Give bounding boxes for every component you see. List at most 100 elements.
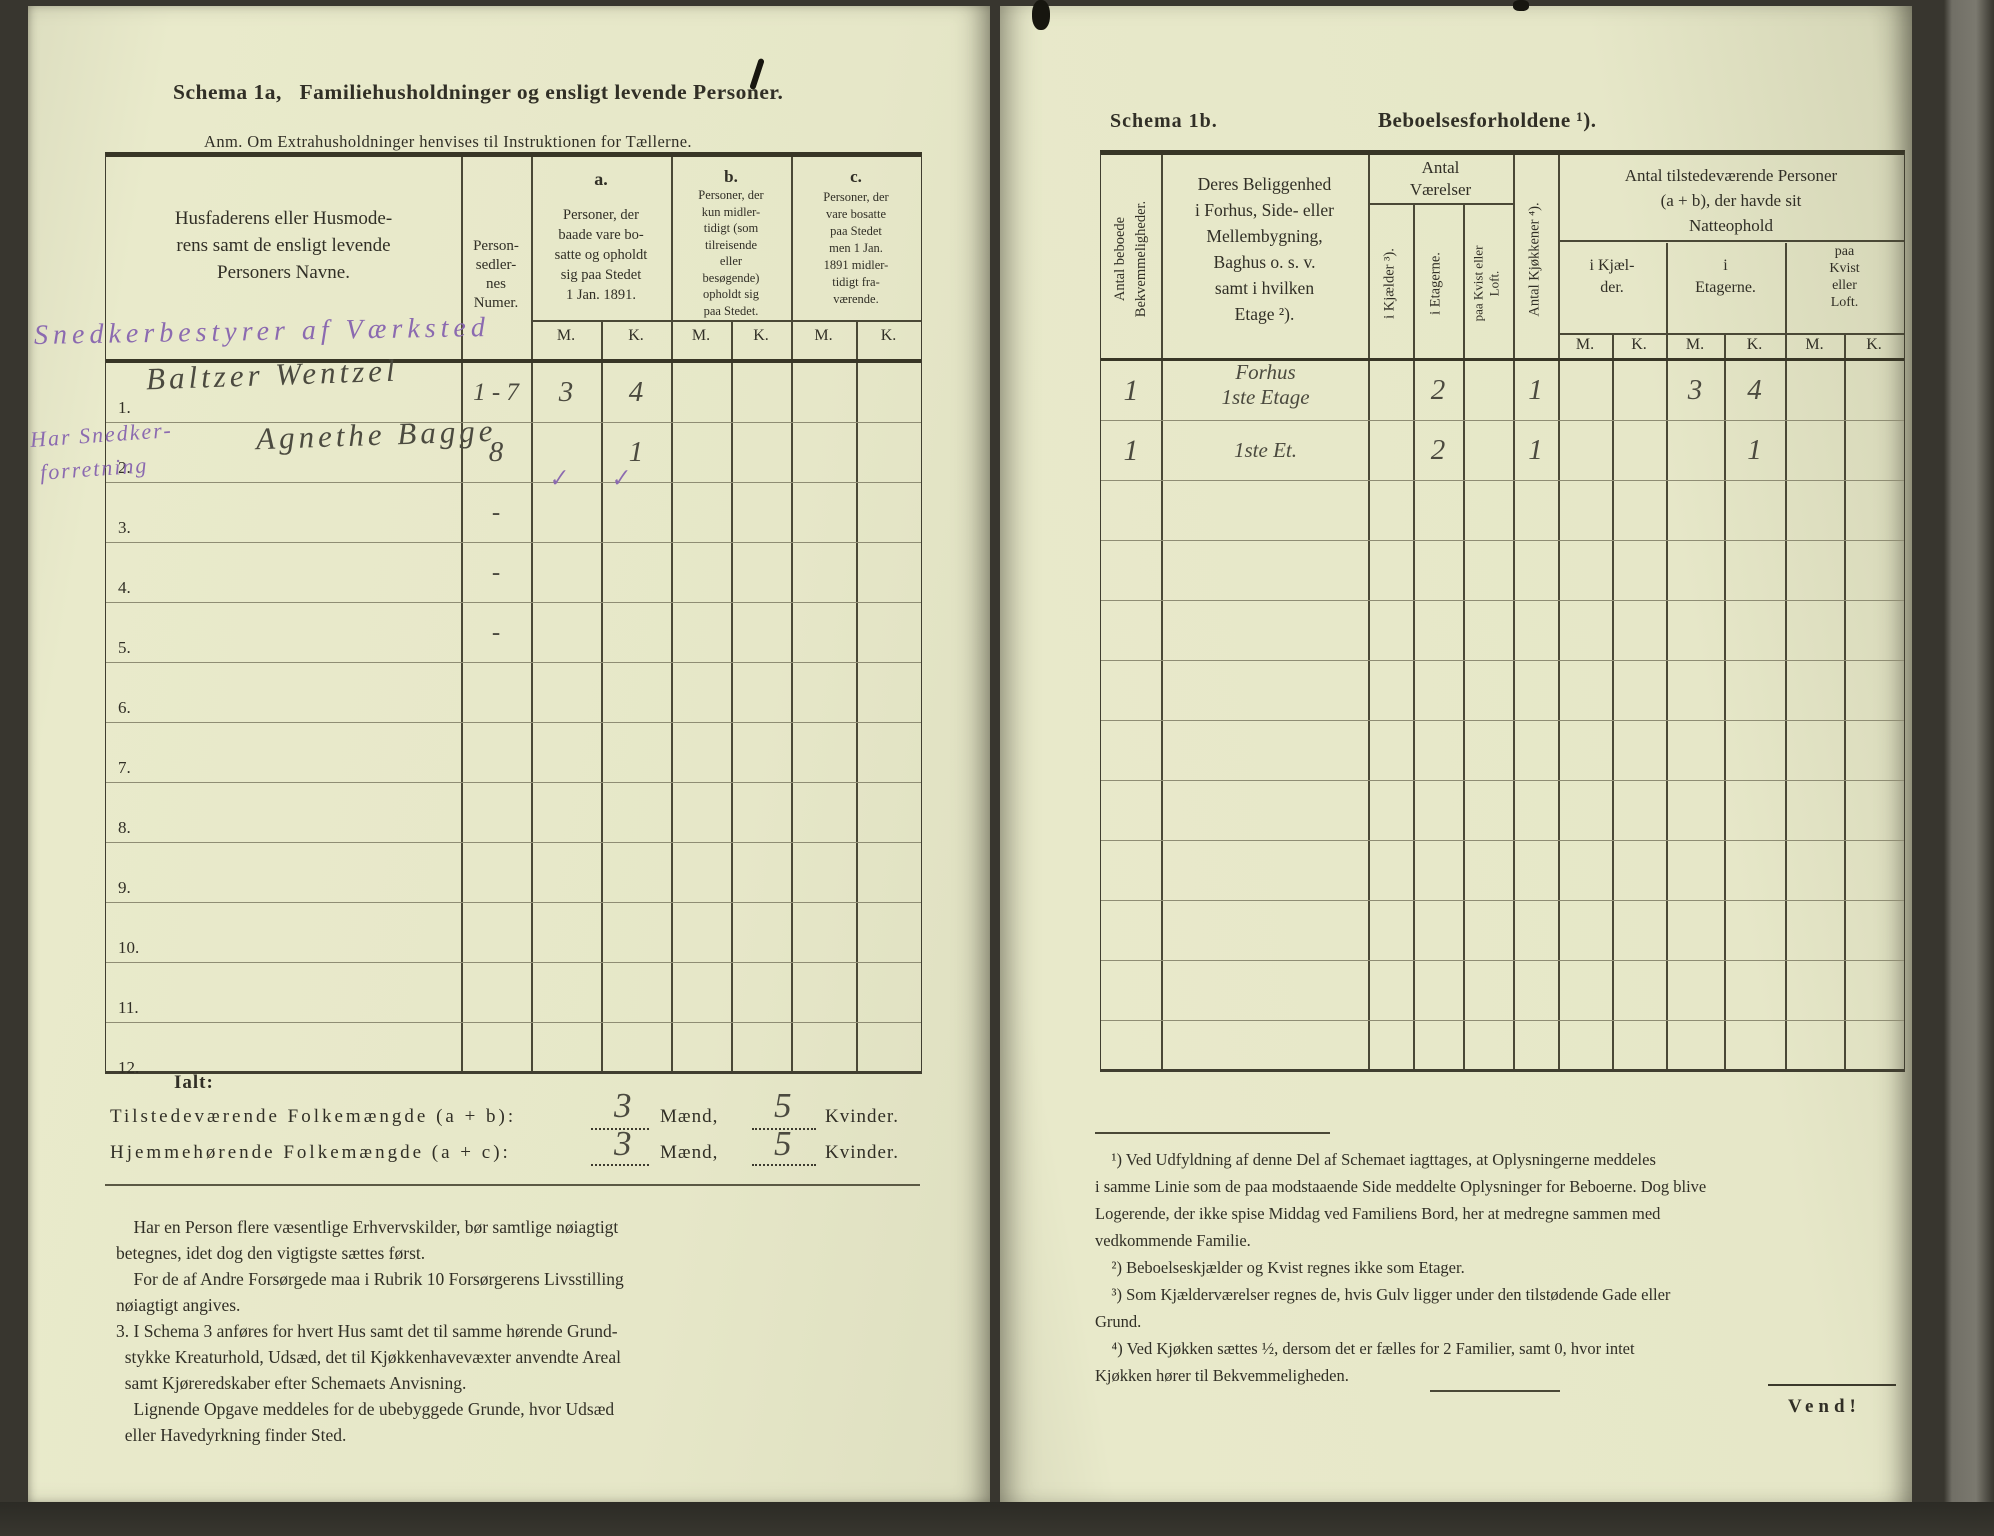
header-m: M. xyxy=(691,327,711,344)
table-line xyxy=(461,157,463,1071)
table-row: 5. - xyxy=(106,603,921,663)
household-table: Husfaderens eller Husmode- rens samt de … xyxy=(105,152,922,1077)
table-line xyxy=(1413,203,1415,1069)
table-line xyxy=(1368,155,1370,1069)
row-number: 9. xyxy=(118,878,131,897)
table-row: 10. xyxy=(106,903,921,963)
table-row xyxy=(1101,661,1904,721)
table-row: 1. Baltzer Wentzel 1 - 7 3 4 xyxy=(106,353,921,423)
table-row: 1 Forhus 1ste Etage 2 1 3 4 xyxy=(1101,360,1904,421)
dotted-line xyxy=(752,1138,816,1166)
row-number: 8. xyxy=(118,818,131,837)
table-line xyxy=(601,320,603,1071)
sheet-numbers-entry: - xyxy=(491,558,501,586)
row-number: 3. xyxy=(118,518,131,537)
maend-unit: Mænd, xyxy=(660,1106,719,1127)
ink-blot xyxy=(1032,0,1050,30)
vend-rule xyxy=(1768,1384,1896,1386)
table-line xyxy=(1161,155,1163,1069)
table-line xyxy=(1785,243,1787,1069)
sheet-numbers-entry: - xyxy=(491,618,501,646)
table-line xyxy=(1612,333,1614,1069)
kvinder-unit: Kvinder. xyxy=(825,1106,899,1127)
table-row xyxy=(1101,481,1904,541)
maend-value: 3 xyxy=(614,1086,632,1125)
page-title: Schema 1a, Familiehusholdninger og ensli… xyxy=(173,80,783,105)
table-line xyxy=(671,157,673,1071)
table-row xyxy=(1101,841,1904,901)
table-line xyxy=(1463,203,1465,1069)
header-bottom-rule xyxy=(106,359,921,363)
schema-label: Schema 1b. xyxy=(1110,110,1218,132)
header-k: K. xyxy=(1631,336,1647,353)
header-m: M. xyxy=(1805,336,1824,353)
table-line xyxy=(1558,333,1904,335)
maend-value: 3 xyxy=(614,1124,632,1163)
maend-unit: Mænd, xyxy=(660,1142,719,1163)
row-number: 6. xyxy=(118,698,131,717)
table-line xyxy=(731,320,733,1071)
night-floors-k-entry: 1 xyxy=(1747,434,1762,466)
table-row: 6. xyxy=(106,663,921,723)
table-row: 12. xyxy=(106,1023,921,1082)
count-a-k: 4 xyxy=(628,376,644,408)
header-location: Deres Beliggenhed i Forhus, Side- eller … xyxy=(1194,174,1334,324)
table-line xyxy=(1724,333,1726,1069)
table-line xyxy=(531,320,921,322)
rooms-floors-entry: 2 xyxy=(1430,374,1446,406)
row-number: 12. xyxy=(118,1058,140,1077)
summary-label: Hjemmehørende Folkemængde (a + c): xyxy=(110,1142,511,1163)
header-kitchens-count: Antal Kjøkkener ⁴). xyxy=(1526,202,1543,317)
dotted-line xyxy=(752,1102,816,1130)
header-m: M. xyxy=(1685,336,1705,353)
page-schema-1b: Schema 1b. Beboelsesforholdene ¹). Antal… xyxy=(1000,6,1912,1502)
table-line xyxy=(531,157,533,1071)
count-a-m: 3 xyxy=(558,376,574,408)
summary-line-resident: Hjemmehørende Folkemængde (a + c): 3 Mæn… xyxy=(28,1124,958,1182)
table-row xyxy=(1101,781,1904,841)
page-schema-1a: Schema 1a, Familiehusholdninger og ensli… xyxy=(28,6,990,1502)
table-row xyxy=(1101,901,1904,961)
kvinder-value: 5 xyxy=(774,1086,792,1125)
count-a-k: 1 xyxy=(628,436,644,468)
header-rooms-group: Antal Værelser xyxy=(1409,158,1472,199)
night-floors-m-entry: 3 xyxy=(1687,374,1703,406)
location-entry: Forhus 1ste Etage xyxy=(1221,359,1310,409)
row-number: 1. xyxy=(118,398,131,417)
header-rooms-floors: i Etagerne. xyxy=(1427,252,1444,315)
table-line xyxy=(1558,240,1904,242)
row-number: 7. xyxy=(118,758,131,777)
page-title: Beboelsesforholdene ¹). xyxy=(1378,108,1597,132)
row-number: 5. xyxy=(118,638,131,657)
header-k: K. xyxy=(880,327,897,344)
scan-bottom-shadow xyxy=(0,1502,1994,1536)
header-col-c-letter: c. xyxy=(850,167,862,186)
table-body: 1 Forhus 1ste Etage 2 1 3 4 1 1ste Et. 2… xyxy=(1101,360,1904,1080)
sheet-numbers-entry: - xyxy=(491,498,501,526)
header-dwellings-count: Antal beboede Bekvemmeligheder. xyxy=(1112,200,1149,318)
header-rooms-attic: paa Kvist eller Loft. xyxy=(1470,245,1501,322)
table-line xyxy=(1513,155,1515,1069)
table-line xyxy=(856,320,858,1071)
sheet-numbers-entry: 1 - 7 xyxy=(473,378,519,406)
table-row xyxy=(1101,961,1904,1021)
sheet-numbers-entry: 8 xyxy=(488,436,504,468)
table-line xyxy=(1844,333,1846,1069)
header-m: M. xyxy=(1575,336,1595,353)
header-col-a-letter: a. xyxy=(594,169,608,189)
table-body: 1. Baltzer Wentzel 1 - 7 3 4 2. Agnethe … xyxy=(106,353,921,1082)
header-col-b: Personer, der kun midler- tidigt (som ti… xyxy=(698,188,764,318)
dotted-line xyxy=(591,1102,649,1130)
table-row: 9. xyxy=(106,843,921,903)
header-night-floors: i Etagerne. xyxy=(1695,257,1756,296)
header-m: M. xyxy=(556,327,576,344)
footnote-rule xyxy=(1095,1132,1330,1134)
header-m: M. xyxy=(814,327,833,344)
title-text: Familiehusholdninger og ensligt levende … xyxy=(299,80,784,104)
schema-label: Schema 1a, xyxy=(173,80,282,104)
kitchens-entry: 1 xyxy=(1528,434,1543,466)
table-line xyxy=(1666,243,1668,1069)
header-bottom-rule xyxy=(1101,358,1904,361)
header-col-c: Personer, der vare bosatte paa Stedet me… xyxy=(823,190,889,306)
table-row: 2. Agnethe Bagge 8 1 xyxy=(106,413,921,483)
